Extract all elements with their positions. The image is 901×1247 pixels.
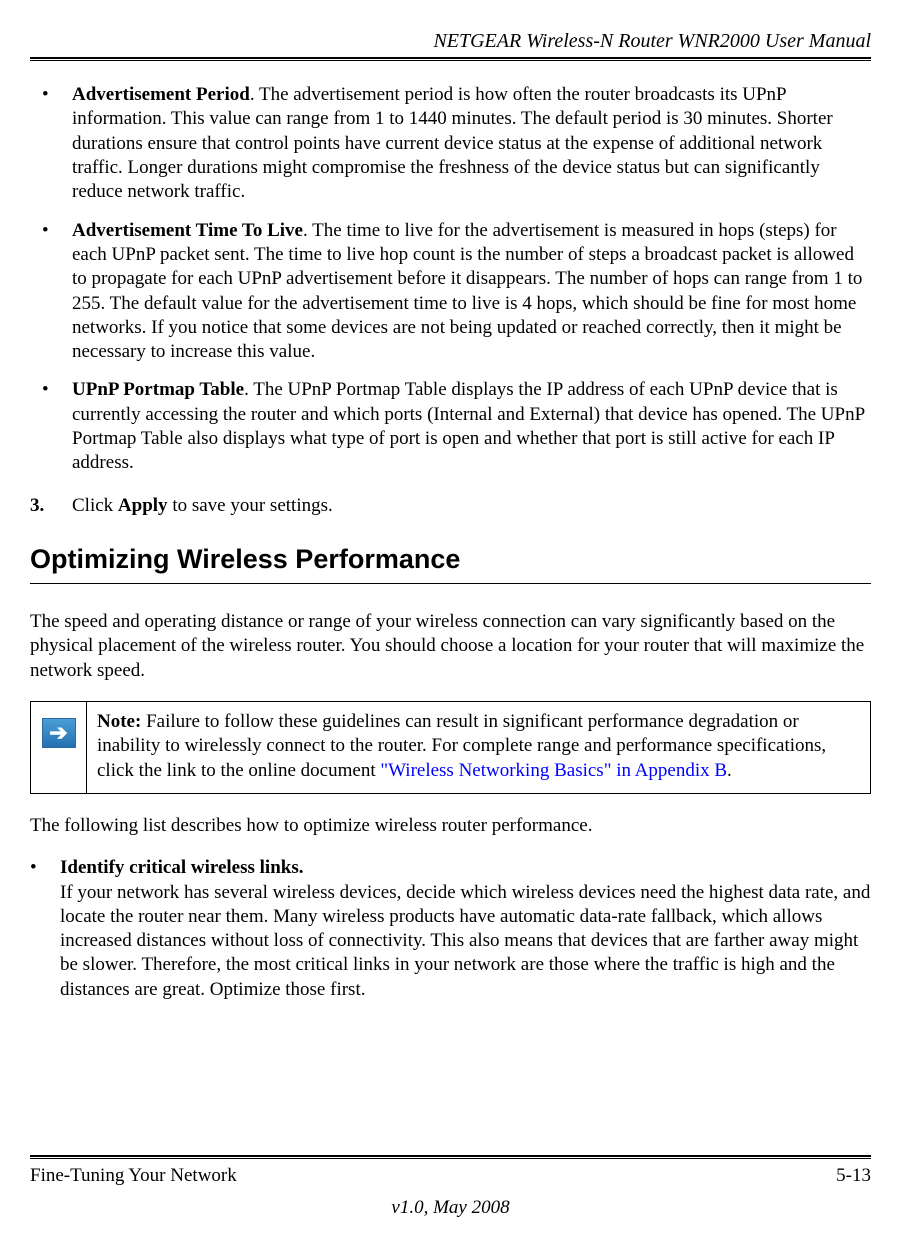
bullet-mark: • bbox=[30, 219, 72, 365]
step-number: 3. bbox=[30, 494, 72, 518]
section-heading: Optimizing Wireless Performance bbox=[30, 544, 871, 575]
footer-row: Fine-Tuning Your Network 5-13 bbox=[30, 1165, 871, 1187]
bullet-advertisement-period: • Advertisement Period. The advertisemen… bbox=[30, 83, 871, 205]
step-bold: Apply bbox=[118, 495, 168, 516]
note-arrow-icon: ➔ bbox=[42, 718, 76, 748]
note-box: ➔ Note: Failure to follow these guidelin… bbox=[30, 701, 871, 794]
step-body: Click Apply to save your settings. bbox=[72, 494, 333, 518]
bullet-title: Advertisement Time To Live bbox=[72, 220, 303, 241]
intro-paragraph: The speed and operating distance or rang… bbox=[30, 610, 871, 683]
step-post: to save your settings. bbox=[168, 495, 333, 516]
footer-rule bbox=[30, 1155, 871, 1159]
note-body2: . bbox=[727, 760, 732, 781]
bullet-title: Advertisement Period bbox=[72, 84, 250, 105]
bullet-advertisement-ttl: • Advertisement Time To Live. The time t… bbox=[30, 219, 871, 365]
bullet-body: Advertisement Time To Live. The time to … bbox=[72, 219, 871, 365]
step-pre: Click bbox=[72, 495, 118, 516]
footer-left: Fine-Tuning Your Network bbox=[30, 1165, 237, 1187]
bullet-upnp-portmap: • UPnP Portmap Table. The UPnP Portmap T… bbox=[30, 378, 871, 475]
footer-version: v1.0, May 2008 bbox=[30, 1197, 871, 1219]
note-icon-cell: ➔ bbox=[31, 702, 87, 793]
bullet-mark: • bbox=[30, 378, 72, 475]
note-link[interactable]: "Wireless Networking Basics" in Appendix… bbox=[380, 760, 727, 781]
page-footer: Fine-Tuning Your Network 5-13 v1.0, May … bbox=[30, 1155, 871, 1219]
arrow-glyph: ➔ bbox=[49, 722, 67, 744]
opt-item-identify-links: • Identify critical wireless links. If y… bbox=[30, 856, 871, 1002]
opt-item-title: Identify critical wireless links. bbox=[60, 857, 303, 878]
footer-page-number: 5-13 bbox=[836, 1165, 871, 1187]
bullet-title: UPnP Portmap Table bbox=[72, 379, 244, 400]
bullet-body: UPnP Portmap Table. The UPnP Portmap Tab… bbox=[72, 378, 871, 475]
after-note-paragraph: The following list describes how to opti… bbox=[30, 814, 871, 838]
header-rule bbox=[30, 57, 871, 61]
section-rule bbox=[30, 583, 871, 584]
opt-item-body: Identify critical wireless links. If you… bbox=[60, 856, 871, 1002]
note-label: Note: bbox=[97, 711, 141, 732]
page-header-title: NETGEAR Wireless-N Router WNR2000 User M… bbox=[30, 30, 871, 53]
step-3: 3. Click Apply to save your settings. bbox=[30, 494, 871, 518]
bullet-mark: • bbox=[30, 856, 60, 1002]
bullet-mark: • bbox=[30, 83, 72, 205]
note-text: Note: Failure to follow these guidelines… bbox=[87, 702, 870, 793]
bullet-body: Advertisement Period. The advertisement … bbox=[72, 83, 871, 205]
opt-item-text: If your network has several wireless dev… bbox=[60, 881, 871, 1003]
